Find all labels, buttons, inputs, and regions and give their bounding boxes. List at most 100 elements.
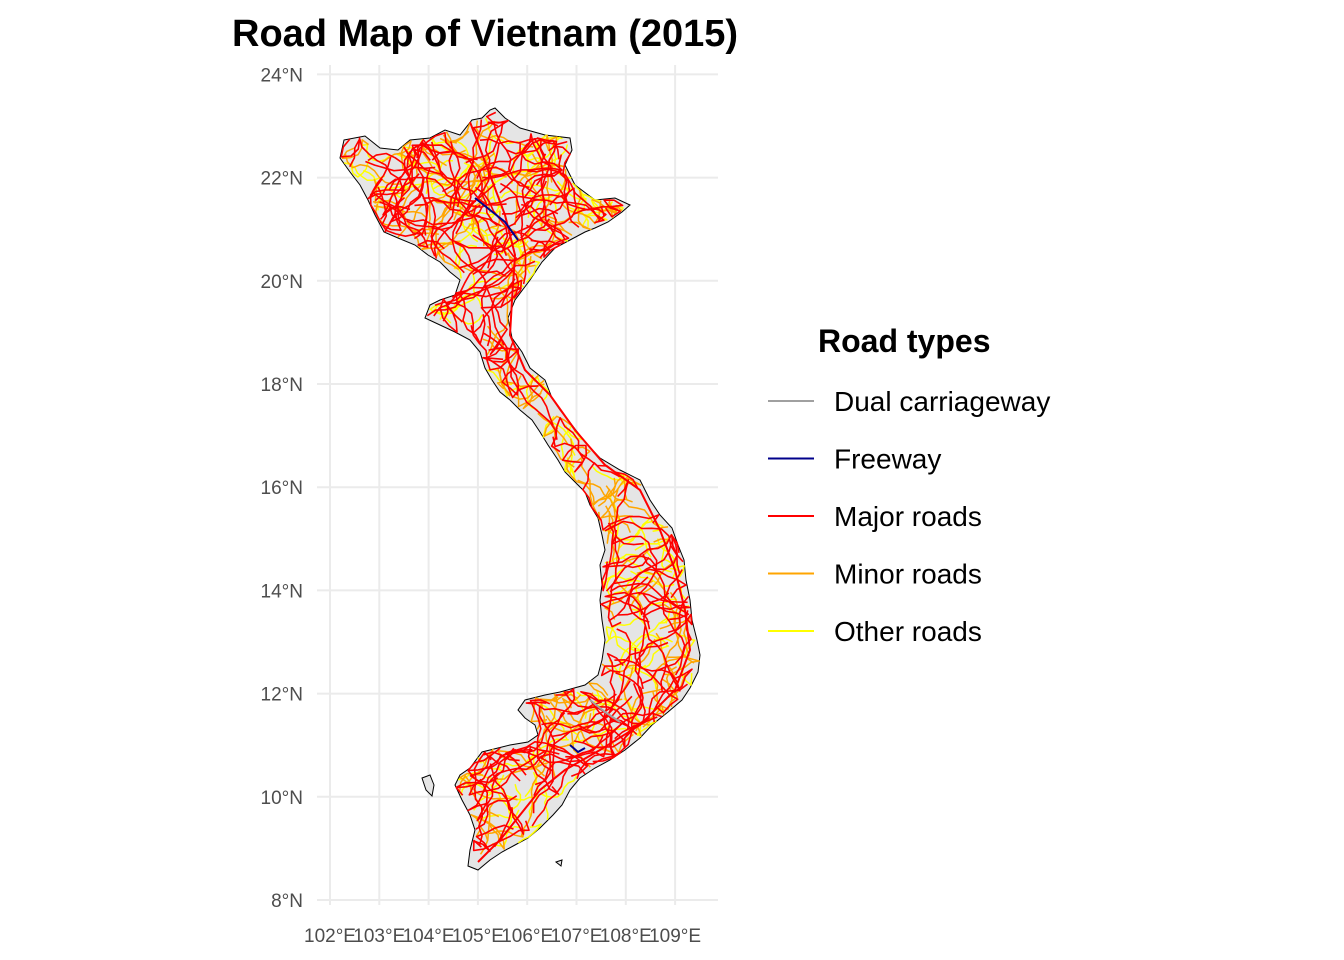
legend-item-label: Dual carriageway: [834, 386, 1050, 417]
road-segment: [439, 123, 471, 144]
road-segment: [416, 131, 461, 193]
road-segment: [484, 119, 510, 180]
road-segment: [526, 134, 547, 159]
road-segment: [531, 153, 550, 227]
road-segment: [633, 616, 669, 651]
vietnam-land-area: [339, 107, 701, 871]
road-segment: [484, 284, 508, 356]
road-segment: [642, 666, 677, 728]
y-tick-label: 18°N: [261, 375, 303, 396]
road-segment: [589, 628, 632, 724]
road-segment: [472, 207, 559, 275]
road-segment: [462, 748, 494, 786]
road-segment: [551, 712, 663, 738]
road-segment: [406, 220, 515, 258]
road-segment: [525, 701, 602, 714]
road-segment: [454, 244, 478, 279]
y-tick-label: 20°N: [261, 272, 303, 293]
road-segment: [442, 236, 499, 322]
road-segment: [538, 703, 568, 740]
road-segment: [601, 522, 615, 592]
road-segment: [582, 672, 644, 743]
road-segment: [552, 145, 580, 228]
road-segment: [433, 183, 496, 259]
freeway-segment: [569, 744, 586, 754]
legend: Road types Dual carriageway Freeway Major …: [768, 323, 1050, 647]
road-segment: [615, 472, 629, 486]
road-network: [340, 111, 700, 863]
road-segment: [536, 693, 559, 756]
road-segment: [454, 241, 492, 347]
road-segment: [413, 139, 461, 208]
road-segment: [588, 689, 600, 735]
road-segment: [525, 374, 538, 411]
road-segment: [561, 444, 588, 473]
road-segment: [482, 167, 562, 186]
phu-quoc-island: [421, 774, 435, 798]
road-segment: [485, 111, 530, 189]
con-dao-island: [554, 859, 563, 867]
road-segment: [607, 529, 622, 628]
road-segment: [588, 682, 623, 702]
road-segment: [545, 701, 607, 733]
road-segment: [522, 374, 542, 410]
y-tick-label: 14°N: [261, 581, 303, 602]
road-segment: [358, 137, 404, 220]
road-segment: [517, 823, 542, 844]
road-segment: [608, 576, 655, 622]
road-segment: [367, 152, 429, 236]
freeway-segment: [474, 197, 519, 241]
road-segment: [475, 744, 531, 830]
y-tick-label: 8°N: [271, 891, 303, 912]
road-segment: [604, 580, 654, 620]
road-segment: [454, 278, 516, 335]
road-segment: [506, 138, 568, 203]
road-segment: [455, 753, 520, 796]
road-segment: [473, 751, 492, 846]
road-segment: [490, 226, 529, 248]
y-tick-label: 12°N: [261, 685, 303, 706]
x-tick-label: 106°E: [501, 926, 553, 947]
road-segment: [350, 157, 372, 178]
road-segment: [514, 235, 531, 274]
road-segment: [630, 625, 646, 733]
road-segment: [525, 258, 541, 283]
dual-carriageway-segment: [589, 699, 621, 723]
y-tick-label: 16°N: [261, 478, 303, 499]
road-segment: [529, 699, 554, 772]
road-segment: [600, 641, 669, 677]
road-segment: [627, 541, 673, 623]
road-segment: [552, 436, 639, 489]
road-segment: [374, 176, 477, 203]
road-segment: [379, 201, 485, 226]
road-segment: [389, 148, 431, 223]
road-segment: [455, 781, 513, 848]
road-segment: [468, 750, 545, 796]
road-segment: [566, 438, 596, 505]
road-segment: [501, 199, 601, 221]
road-segment: [499, 133, 552, 194]
road-segment: [396, 141, 436, 226]
road-segment: [501, 153, 547, 253]
y-tick-label: 22°N: [261, 169, 303, 190]
road-segment: [484, 117, 519, 145]
road-segment: [628, 555, 678, 610]
road-segment: [482, 347, 520, 363]
x-tick-label: 108°E: [600, 926, 652, 947]
x-tick-label: 103°E: [353, 926, 405, 947]
road-segment: [614, 658, 681, 692]
y-axis-ticks: 8°N 10°N 12°N 14°N 16°N 18°N 20°N 22°N 24°N: [261, 65, 303, 912]
road-segment: [421, 240, 461, 251]
road-segment: [565, 695, 633, 758]
road-segment: [430, 160, 475, 257]
road-segment: [388, 205, 445, 250]
road-segment: [439, 298, 463, 333]
road-segment: [611, 489, 619, 568]
x-tick-label: 109°E: [649, 926, 701, 947]
road-segment: [470, 325, 514, 371]
road-segment: [631, 585, 648, 630]
road-segment: [480, 818, 505, 850]
road-segment: [473, 824, 514, 853]
road-segment: [459, 186, 509, 269]
